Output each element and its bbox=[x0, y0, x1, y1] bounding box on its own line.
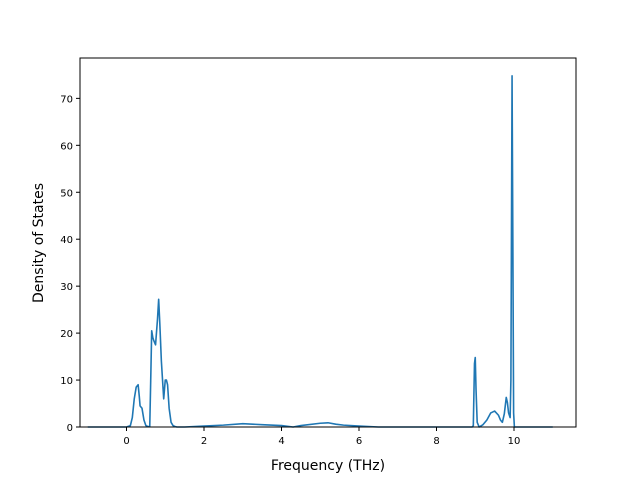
y-axis-ticks: 0 10 20 30 40 50 60 70 bbox=[60, 94, 80, 434]
x-axis-label: Frequency (THz) bbox=[271, 458, 385, 474]
y-tick-label: 50 bbox=[60, 188, 73, 199]
x-tick-label: 10 bbox=[508, 436, 521, 447]
y-tick-label: 30 bbox=[60, 282, 73, 293]
y-tick-label: 70 bbox=[60, 94, 73, 105]
x-tick-label: 6 bbox=[356, 436, 362, 447]
y-tick-label: 10 bbox=[60, 376, 73, 387]
x-tick-label: 4 bbox=[278, 436, 284, 447]
x-tick-label: 2 bbox=[201, 436, 207, 447]
y-tick-label: 0 bbox=[67, 423, 73, 434]
axes-frame bbox=[79, 57, 577, 428]
x-axis-ticks: 0 2 4 6 8 10 bbox=[123, 427, 520, 447]
y-tick-label: 60 bbox=[60, 141, 73, 152]
x-tick-label: 8 bbox=[433, 436, 439, 447]
y-tick-label: 20 bbox=[60, 329, 73, 340]
y-tick-label: 40 bbox=[60, 235, 73, 246]
x-tick-label: 0 bbox=[123, 436, 129, 447]
y-axis-label: Density of States bbox=[31, 183, 47, 303]
